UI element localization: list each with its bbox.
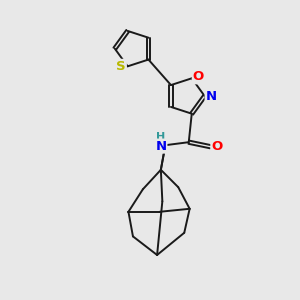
Text: S: S xyxy=(116,60,126,73)
Text: O: O xyxy=(193,70,204,83)
Text: H: H xyxy=(156,132,166,142)
Text: N: N xyxy=(155,140,167,153)
Text: O: O xyxy=(211,140,223,153)
Text: N: N xyxy=(206,89,217,103)
